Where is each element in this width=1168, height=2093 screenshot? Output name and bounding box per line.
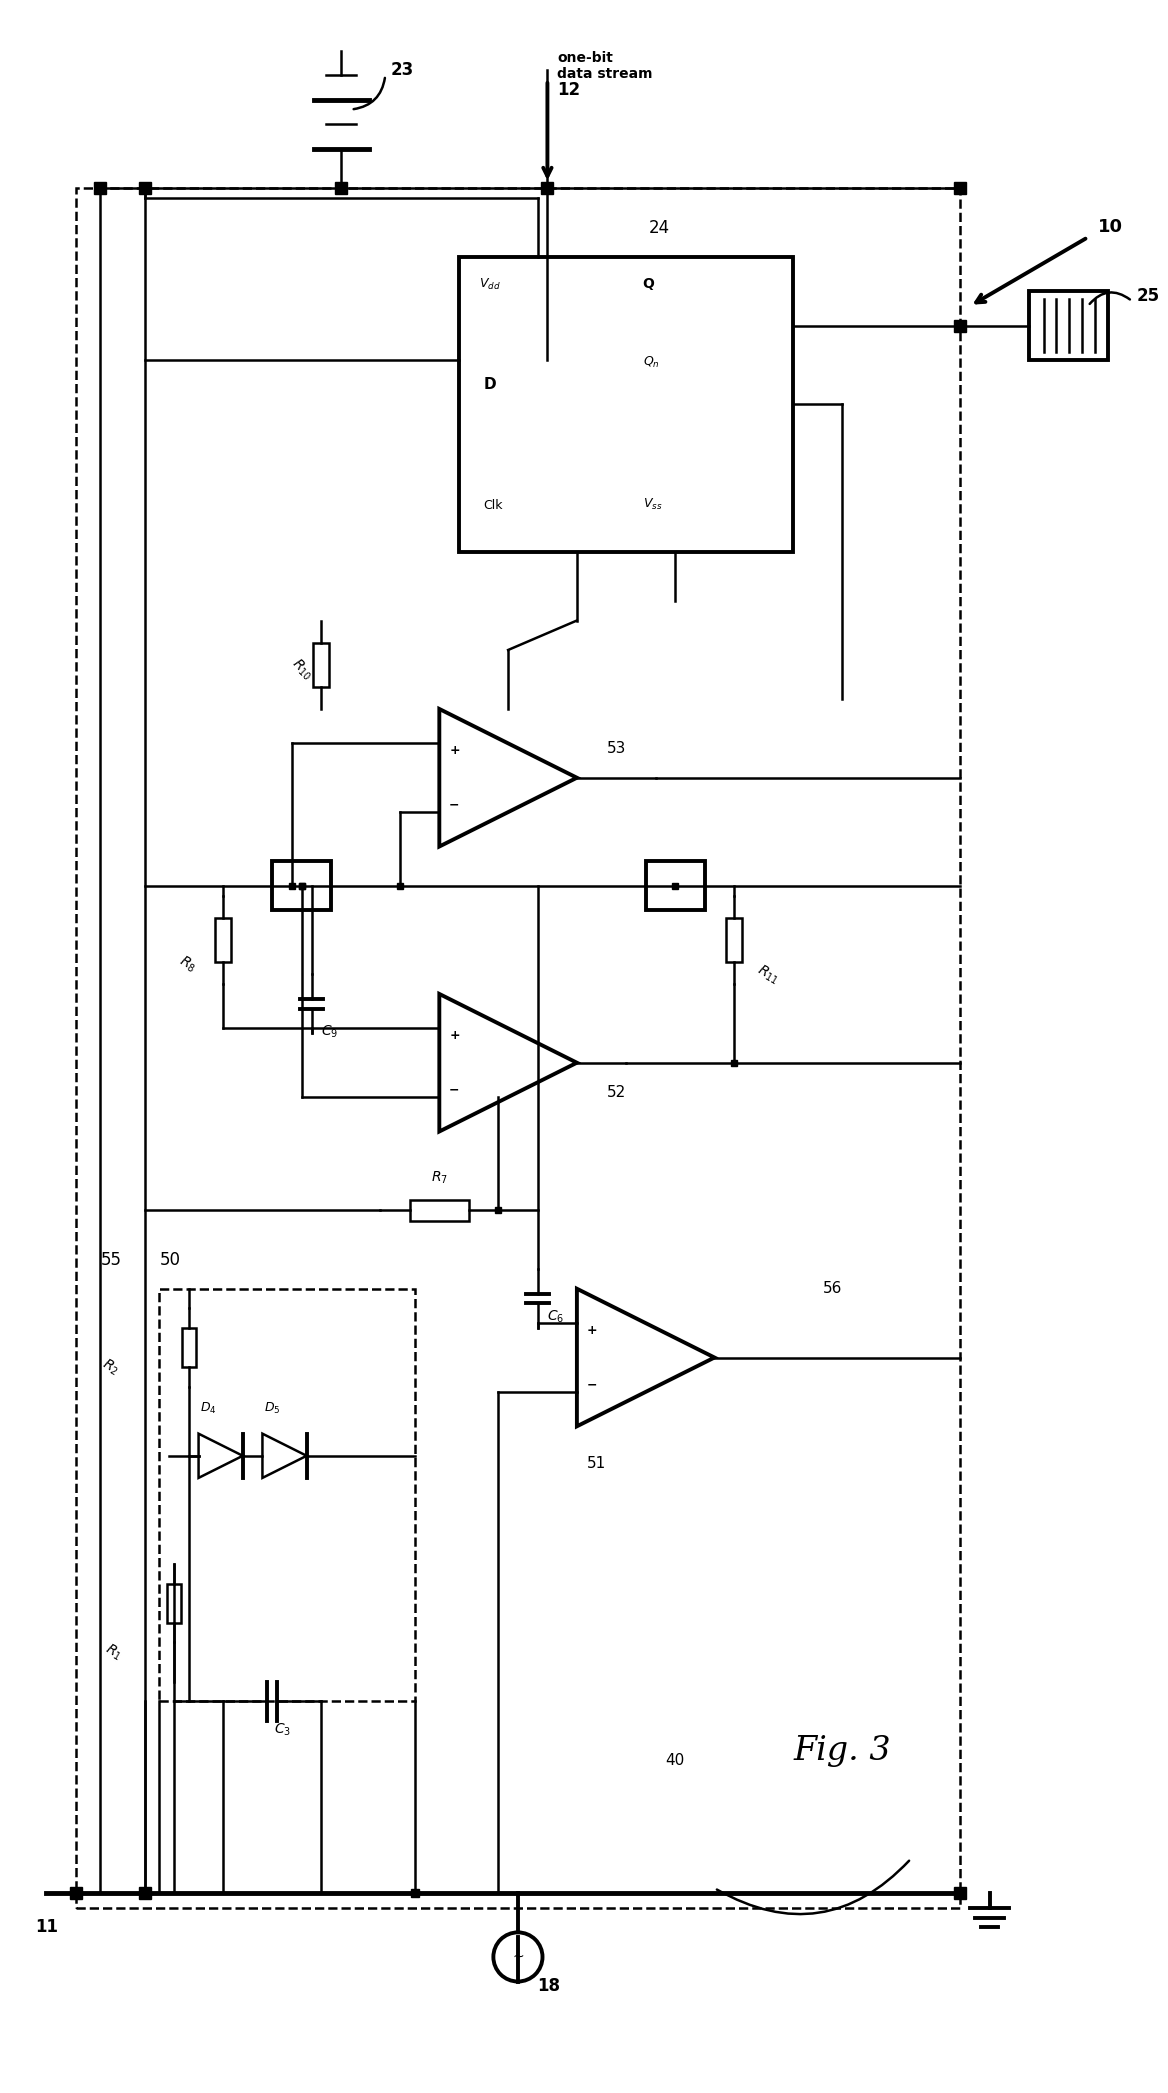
Text: $C_6$: $C_6$ bbox=[548, 1308, 564, 1325]
Text: −: − bbox=[450, 1084, 460, 1097]
Bar bbox=[726, 917, 742, 963]
Text: 55: 55 bbox=[100, 1252, 121, 1268]
Text: ~: ~ bbox=[512, 1951, 523, 1963]
Text: $R_{10}$: $R_{10}$ bbox=[287, 655, 315, 684]
Text: 40: 40 bbox=[666, 1754, 684, 1769]
Text: 50: 50 bbox=[159, 1252, 180, 1268]
Text: 56: 56 bbox=[822, 1281, 842, 1296]
Text: 52: 52 bbox=[606, 1084, 626, 1099]
Text: $R_8$: $R_8$ bbox=[175, 952, 199, 975]
Text: −: − bbox=[450, 800, 460, 812]
Bar bbox=[313, 643, 329, 687]
Bar bbox=[182, 1329, 196, 1367]
Text: $C_3$: $C_3$ bbox=[273, 1720, 291, 1737]
Text: 11: 11 bbox=[35, 1917, 57, 1936]
Text: Fig. 3: Fig. 3 bbox=[793, 1735, 891, 1766]
Text: $V_{dd}$: $V_{dd}$ bbox=[479, 276, 500, 291]
Text: $R_1$: $R_1$ bbox=[102, 1641, 125, 1664]
Text: 53: 53 bbox=[606, 741, 626, 756]
Text: 10: 10 bbox=[1098, 218, 1122, 237]
FancyArrowPatch shape bbox=[354, 77, 385, 109]
Bar bbox=[272, 860, 332, 910]
Text: D: D bbox=[484, 377, 496, 391]
Text: one-bit
data stream: one-bit data stream bbox=[557, 50, 653, 82]
Bar bbox=[1029, 291, 1107, 360]
Text: 23: 23 bbox=[390, 61, 413, 80]
Text: $R_2$: $R_2$ bbox=[99, 1356, 121, 1379]
Bar bbox=[167, 1584, 181, 1622]
Bar bbox=[646, 860, 704, 910]
Text: 12: 12 bbox=[557, 82, 580, 98]
Text: $Q_n$: $Q_n$ bbox=[642, 356, 660, 370]
Text: $D_4$: $D_4$ bbox=[200, 1402, 217, 1417]
Text: +: + bbox=[586, 1323, 597, 1337]
Bar bbox=[410, 1199, 468, 1220]
Text: 51: 51 bbox=[588, 1457, 606, 1471]
Text: Q: Q bbox=[642, 276, 654, 291]
Text: $V_{ss}$: $V_{ss}$ bbox=[642, 498, 662, 513]
Text: $D_5$: $D_5$ bbox=[264, 1402, 280, 1417]
Text: −: − bbox=[586, 1379, 597, 1392]
Bar bbox=[215, 917, 231, 963]
Text: 25: 25 bbox=[1136, 287, 1160, 306]
Text: 18: 18 bbox=[537, 1976, 561, 1995]
Bar bbox=[76, 188, 960, 1909]
Text: +: + bbox=[450, 743, 460, 758]
FancyArrowPatch shape bbox=[1090, 293, 1129, 303]
Bar bbox=[459, 257, 793, 553]
Text: +: + bbox=[450, 1028, 460, 1042]
FancyArrowPatch shape bbox=[717, 1861, 909, 1915]
Text: $R_{11}$: $R_{11}$ bbox=[753, 961, 781, 988]
Text: $C_9$: $C_9$ bbox=[321, 1023, 339, 1040]
Text: 24: 24 bbox=[649, 220, 670, 237]
Bar bbox=[159, 1289, 415, 1702]
Text: Clk: Clk bbox=[484, 500, 503, 513]
Text: $R_7$: $R_7$ bbox=[431, 1170, 447, 1185]
